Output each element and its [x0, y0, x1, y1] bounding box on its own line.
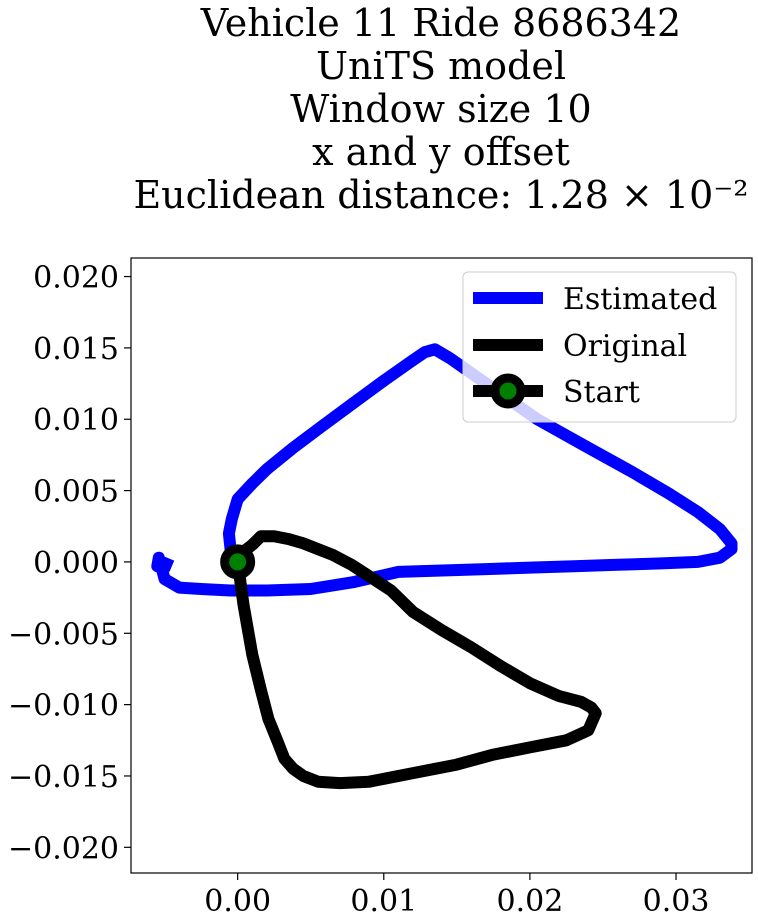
- y-tick-label: −0.020: [8, 831, 119, 866]
- legend: Estimated Original Start: [462, 271, 737, 423]
- x-tick-label: 0.01: [350, 884, 417, 919]
- x-tick-label: 0.02: [497, 884, 564, 919]
- y-tick-label: 0.020: [33, 261, 119, 296]
- legend-label-estimated: Estimated: [563, 282, 717, 317]
- legend-label-original: Original: [563, 329, 687, 364]
- y-tick-label: 0.005: [33, 475, 119, 510]
- legend-box: [462, 271, 737, 423]
- y-tick-label: −0.015: [8, 760, 119, 795]
- x-axis-ticks: 0.00 0.01 0.02 0.03: [204, 873, 709, 919]
- y-tick-label: 0.000: [33, 546, 119, 581]
- title-line-1: Vehicle 11 Ride 8686342: [200, 1, 681, 45]
- y-tick-label: 0.015: [33, 332, 119, 367]
- legend-label-start: Start: [563, 375, 640, 410]
- y-tick-label: −0.010: [8, 689, 119, 724]
- plot-lines: [151, 343, 738, 790]
- legend-start-marker: [490, 373, 526, 409]
- title-line-5: Euclidean distance: 1.28 × 10⁻²: [133, 173, 748, 217]
- plot-area-frame: [130, 257, 753, 874]
- series-line-original: [231, 530, 602, 790]
- start-marker-group: [220, 544, 256, 580]
- x-tick-label: 0.03: [643, 884, 710, 919]
- y-tick-label: 0.010: [33, 403, 119, 438]
- x-tick-label: 0.00: [204, 884, 271, 919]
- title-line-2: UniTS model: [316, 44, 566, 88]
- title-line-3: Window size 10: [290, 87, 591, 131]
- y-tick-label: −0.005: [8, 617, 119, 652]
- title-line-4: x and y offset: [312, 130, 570, 174]
- y-axis-ticks: 0.020 0.015 0.010 0.005 0.000 −0.005 −0.010 −0.…: [8, 261, 131, 866]
- start-marker: [220, 544, 256, 580]
